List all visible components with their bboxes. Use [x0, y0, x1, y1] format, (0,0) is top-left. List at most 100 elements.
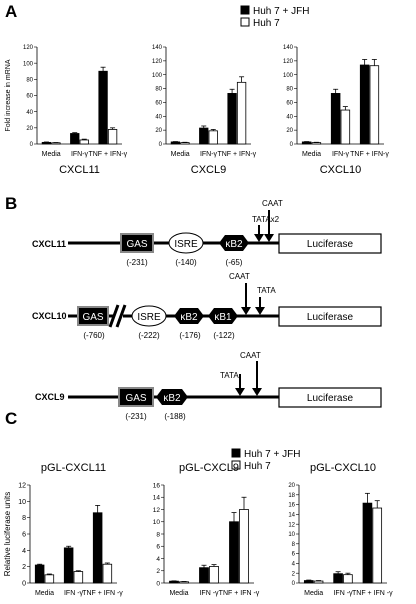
- bar-huh7: [209, 566, 219, 584]
- chart-0: 0 20 40 60 80 100 120 Media IFN-γ TNF + IFN-γ CXCL…: [5, 45, 128, 176]
- category-label: IFN -γ: [333, 590, 353, 597]
- y-tick-label: 4: [156, 556, 160, 563]
- legend-c-swatch-2: [231, 460, 241, 470]
- legend-c: Huh 7 + JFH Huh 7: [231, 448, 300, 472]
- y-tick-label: 20: [286, 128, 293, 134]
- bar-huh7: [44, 574, 55, 584]
- bar-huh7: [343, 574, 353, 584]
- y-tick-label: 16: [153, 482, 161, 489]
- y-tick-label: 80: [286, 87, 293, 93]
- y-tick-label: 0: [290, 142, 294, 148]
- legend-a-swatch-2: [240, 17, 250, 27]
- bar-huh7-jfh: [359, 64, 370, 145]
- bar-huh7-jfh: [199, 567, 209, 584]
- category-label: TNF + IFN-γ: [350, 151, 389, 158]
- isre-element: [131, 305, 167, 327]
- y-tick-label: 20: [26, 126, 33, 132]
- tata-arrowhead: [254, 234, 264, 242]
- kb2-label: κB2: [180, 312, 198, 323]
- chart-4: 0 2 4 6 8 10 12 14 16 Media IFN -γ TNF + IFN -γ pGL-…: [153, 462, 260, 597]
- y-tick-label: 60: [155, 101, 162, 107]
- bar-huh7: [340, 109, 351, 145]
- x-axis-label: CXCL10: [320, 164, 362, 176]
- category-label: Media: [42, 151, 61, 158]
- kb1-element: [208, 308, 238, 324]
- bar-huh7: [372, 507, 383, 584]
- construct-name: CXCL11: [32, 239, 66, 249]
- construct-name: CXCL10: [32, 311, 67, 321]
- bar-huh7-jfh: [92, 512, 103, 584]
- gas-label: GAS: [82, 312, 103, 323]
- category-label: IFN-γ: [71, 151, 89, 158]
- y-tick-label: 8: [22, 515, 26, 522]
- bar-huh7-jfh: [63, 547, 74, 584]
- y-tick-label: 2: [292, 571, 296, 577]
- bar-huh7: [311, 142, 322, 145]
- panel-letter-c: C: [5, 409, 17, 428]
- tata-arrowhead: [235, 388, 245, 396]
- y-tick-label: 0: [159, 142, 163, 148]
- y-tick-label: 40: [155, 114, 162, 120]
- y-tick-label: 0: [156, 580, 160, 587]
- chart-1: 0 20 40 60 80 100 120 140 Media IFN-γ TNF + IFN-γ C…: [152, 45, 257, 176]
- kb2-label: κB2: [225, 239, 243, 250]
- y-tick-label: 120: [283, 59, 294, 65]
- y-tick-label: 2: [156, 568, 160, 575]
- y-tick-label: 100: [283, 73, 294, 79]
- y-tick-label: 100: [23, 61, 34, 67]
- y-tick-label: 20: [288, 483, 295, 489]
- x-axis-label: CXCL9: [191, 164, 226, 176]
- category-label: IFN-γ: [332, 151, 350, 158]
- y-tick-label: 120: [23, 45, 34, 51]
- y-tick-label: 14: [288, 513, 295, 519]
- category-label: Media: [171, 151, 190, 158]
- tata-label: TATA: [220, 371, 239, 380]
- caat-arrowhead: [264, 234, 274, 242]
- legend-c-label-1: Huh 7 + JFH: [244, 449, 300, 460]
- bar-huh7: [179, 581, 189, 584]
- luciferase-box: [278, 306, 382, 327]
- category-label: IFN -γ: [64, 590, 84, 597]
- y-tick-label: 16: [288, 503, 295, 509]
- y-tick-label: 100: [152, 73, 163, 79]
- legend-a-label-1: Huh 7 + JFH: [253, 6, 309, 17]
- bar-huh7-jfh: [170, 141, 181, 145]
- y-tick-label: 14: [153, 495, 161, 502]
- legend-a-label-2: Huh 7: [253, 18, 280, 29]
- caat-arrowhead: [252, 388, 262, 396]
- tata-label: TATAx2: [252, 215, 280, 224]
- y-axis-label: Fold increase in mRNA: [5, 59, 12, 131]
- category-label: TNF + IFN -γ: [219, 590, 260, 597]
- legend-a-swatch-1: [240, 5, 250, 15]
- y-tick-label: 8: [156, 531, 160, 538]
- legend-a: Huh 7 + JFH Huh 7: [240, 5, 309, 29]
- category-label: IFN -γ: [199, 590, 219, 597]
- y-tick-label: 6: [156, 544, 160, 551]
- y-tick-label: 4: [22, 548, 26, 555]
- category-label: TNF + IFN -γ: [352, 590, 393, 597]
- luciferase-label: Luciferase: [307, 393, 354, 404]
- x-axis-label: CXCL11: [59, 164, 100, 176]
- gas-box: [120, 233, 154, 253]
- legend-c-swatch-1: [231, 448, 241, 458]
- panel-letter-b: B: [5, 194, 17, 213]
- y-tick-label: 140: [283, 45, 294, 51]
- y-tick-label: 120: [152, 59, 163, 65]
- y-tick-label: 12: [18, 482, 26, 489]
- line-break-marker: [108, 304, 127, 328]
- chart-3: 0 2 4 6 8 10 12 Media IFN -γ TNF + IFN -γ pGL-CXCL…: [3, 462, 123, 597]
- y-tick-label: 4: [292, 562, 296, 568]
- bar-huh7-jfh: [227, 93, 237, 145]
- bar-huh7-jfh: [199, 127, 209, 145]
- chart-title: pGL-CXCL9: [179, 462, 239, 474]
- caat-label: CAAT: [229, 272, 250, 281]
- bar-huh7: [236, 81, 247, 145]
- isre-position: (-222): [138, 331, 160, 340]
- isre-label: ISRE: [174, 239, 198, 250]
- bar-huh7-jfh: [98, 70, 108, 145]
- promoter-diagram: CXCL11 GAS (-231) ISRE (-140) κB2 (-65) …: [32, 199, 382, 421]
- isre-element: [168, 232, 204, 254]
- bar-huh7-jfh: [169, 580, 179, 584]
- construct-cxcl10: CXCL10 GAS (-760) ISRE (-222) κB2 (-176)…: [32, 272, 382, 340]
